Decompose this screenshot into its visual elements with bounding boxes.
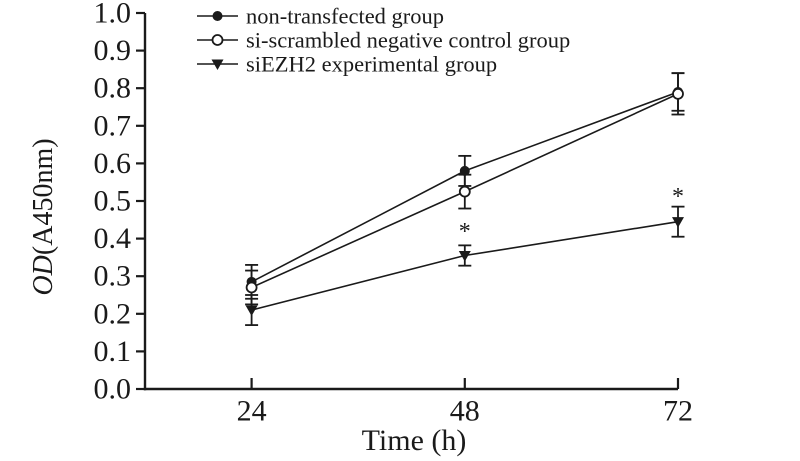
y-tick-label: 0.6 [94,147,132,180]
series-layer [245,72,685,326]
filled-triangle-down-marker [672,217,684,228]
filled-circle-marker [459,165,470,176]
filled-triangle-down-marker [211,59,224,70]
legend-item: siEZH2 experimental group [197,52,497,77]
y-axis-title-italic-part: OD [28,255,59,295]
open-circle-marker [245,281,258,294]
axes: 0.0 0.1 0.2 0.3 0.4 0.5 0.6 0.7 0.8 0.9 1.0 24 48 72 [94,0,694,428]
filled-circle-marker [212,11,223,21]
y-tick-label: 0.7 [94,109,132,142]
y-tick-label: 0.4 [94,222,132,255]
y-tick-label: 0.9 [94,34,132,67]
x-tick-label: 24 [237,395,267,428]
y-axis-title: OD(A450nm) [28,138,59,295]
significance-star: * [459,219,471,245]
filled-triangle-down-marker [245,305,258,317]
significance-star: * [672,184,684,210]
legend-item: non-transfected group [197,4,444,29]
y-tick-label: 1.0 [94,0,132,30]
y-tick-label: 0.3 [94,260,132,293]
legend-label: siEZH2 experimental group [246,52,497,77]
y-axis-title-rest-part: (A450nm) [28,138,59,255]
x-tick-label: 72 [663,395,693,428]
axis-titles: Time (h) OD(A450nm) [28,138,466,457]
x-tick-label: 48 [450,395,480,428]
significance-annotations: ** [459,184,684,245]
legend-label: non-transfected group [246,4,444,29]
series-points [245,72,685,306]
x-axis-title: Time (h) [362,424,467,457]
open-circle-marker [458,185,471,198]
series-points [245,205,685,326]
y-tick-label: 0.0 [94,373,132,406]
y-tick-label: 0.8 [94,72,132,105]
legend-item: si-scrambled negative control group [197,28,570,53]
y-tick-label: 0.1 [94,335,132,368]
y-tick-label: 0.5 [94,185,132,218]
y-tick-label: 0.2 [94,297,132,330]
open-circle-marker [211,34,224,46]
open-circle-marker [672,87,684,100]
legend-label: si-scrambled negative control group [246,28,570,53]
filled-triangle-down-marker [458,251,471,262]
